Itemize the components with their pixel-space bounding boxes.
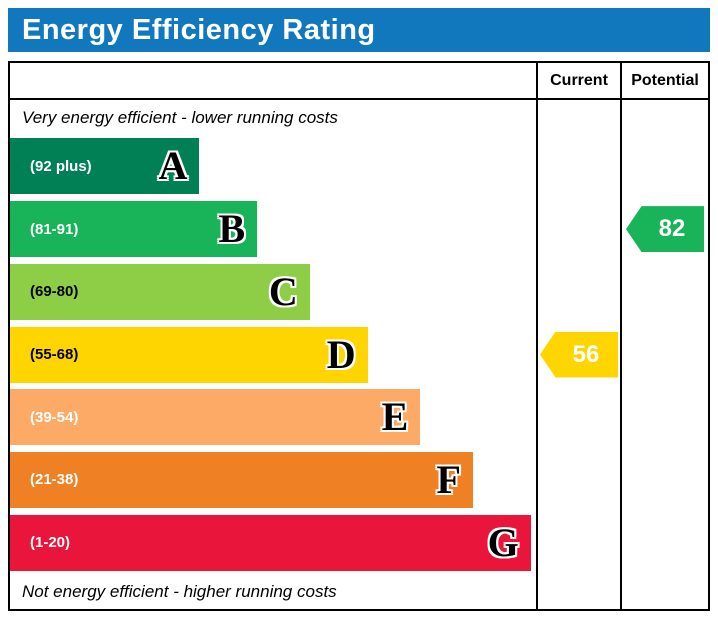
band-range-label: (1-20) bbox=[30, 534, 71, 552]
band-bar: (39-54) E bbox=[10, 389, 421, 446]
band-bar: (69-80) C bbox=[10, 263, 310, 320]
current-cell bbox=[536, 260, 620, 324]
top-note-potential-cell bbox=[620, 100, 708, 135]
bottom-note-potential-cell bbox=[620, 574, 708, 609]
band-letter: B bbox=[218, 206, 246, 252]
band-row: (81-91) B 82 bbox=[10, 197, 708, 261]
band-main-cell: (1-20) G bbox=[10, 511, 536, 574]
band-main-cell: (55-68) D bbox=[10, 323, 536, 386]
band-row: (39-54) E bbox=[10, 385, 708, 449]
potential-cell bbox=[620, 385, 708, 449]
band-letter: G bbox=[487, 519, 519, 565]
page-title: Energy Efficiency Rating bbox=[22, 13, 376, 46]
band-bar: (21-38) F bbox=[10, 451, 473, 508]
potential-cell bbox=[620, 260, 708, 324]
band-letter: A bbox=[158, 143, 188, 189]
potential-cell bbox=[620, 323, 708, 386]
band-letter: F bbox=[436, 456, 461, 502]
top-note-current-cell bbox=[536, 100, 620, 135]
potential-column-label: Potential bbox=[631, 71, 699, 89]
band-bar: (81-91) B bbox=[10, 201, 258, 258]
current-column-label: Current bbox=[550, 71, 608, 89]
band-range-label: (39-54) bbox=[30, 408, 79, 426]
column-header-row: Current Potential bbox=[10, 63, 708, 100]
top-note-row: Very energy efficient - lower running co… bbox=[10, 100, 708, 135]
bottom-note-row: Not energy efficient - higher running co… bbox=[10, 574, 708, 609]
band-range-label: (81-91) bbox=[30, 220, 79, 238]
potential-cell bbox=[620, 135, 708, 198]
top-note: Very energy efficient - lower running co… bbox=[22, 107, 338, 127]
band-range-label: (69-80) bbox=[30, 283, 79, 301]
band-main-cell: (39-54) E bbox=[10, 386, 536, 449]
band-main-cell: (21-38) F bbox=[10, 449, 536, 512]
potential-cell: 82 bbox=[620, 197, 708, 261]
band-main-cell: (92 plus) A bbox=[10, 135, 536, 198]
band-row: (1-20) G bbox=[10, 511, 708, 575]
header-spacer-cell bbox=[10, 63, 536, 98]
top-note-cell: Very energy efficient - lower running co… bbox=[10, 100, 536, 135]
band-letter: C bbox=[268, 268, 298, 314]
band-range-label: (55-68) bbox=[30, 346, 79, 364]
bottom-note-current-cell bbox=[536, 574, 620, 609]
band-row: (92 plus) A bbox=[10, 135, 708, 198]
band-row: (21-38) F bbox=[10, 448, 708, 512]
bands: (92 plus) A (81-91) B 82 (69-80) C bbox=[10, 135, 708, 575]
band-letter: D bbox=[326, 331, 356, 377]
current-cell bbox=[536, 511, 620, 575]
band-bar: (1-20) G bbox=[10, 514, 531, 571]
current-cell bbox=[536, 448, 620, 512]
band-letter: E bbox=[381, 394, 409, 440]
band-main-cell: (81-91) B bbox=[10, 198, 536, 261]
current-cell: 56 bbox=[536, 323, 620, 386]
potential-column-header: Potential bbox=[620, 63, 708, 98]
title-bar: Energy Efficiency Rating bbox=[8, 8, 710, 52]
bottom-note: Not energy efficient - higher running co… bbox=[22, 581, 337, 601]
potential-rating-tag: 82 bbox=[626, 206, 704, 253]
epc-chart: Current Potential Very energy efficient … bbox=[8, 61, 710, 611]
potential-cell bbox=[620, 448, 708, 512]
band-bar: (92 plus) A bbox=[10, 138, 200, 195]
band-row: (55-68) D 56 bbox=[10, 323, 708, 386]
band-main-cell: (69-80) C bbox=[10, 260, 536, 323]
current-column-header: Current bbox=[536, 63, 620, 98]
current-cell bbox=[536, 197, 620, 261]
current-cell bbox=[536, 135, 620, 198]
current-rating-tag: 56 bbox=[540, 331, 618, 378]
band-range-label: (92 plus) bbox=[30, 157, 92, 175]
band-row: (69-80) C bbox=[10, 260, 708, 324]
current-cell bbox=[536, 385, 620, 449]
band-range-label: (21-38) bbox=[30, 471, 79, 489]
band-bar: (55-68) D bbox=[10, 326, 368, 383]
bottom-note-cell: Not energy efficient - higher running co… bbox=[10, 574, 536, 609]
potential-cell bbox=[620, 511, 708, 575]
